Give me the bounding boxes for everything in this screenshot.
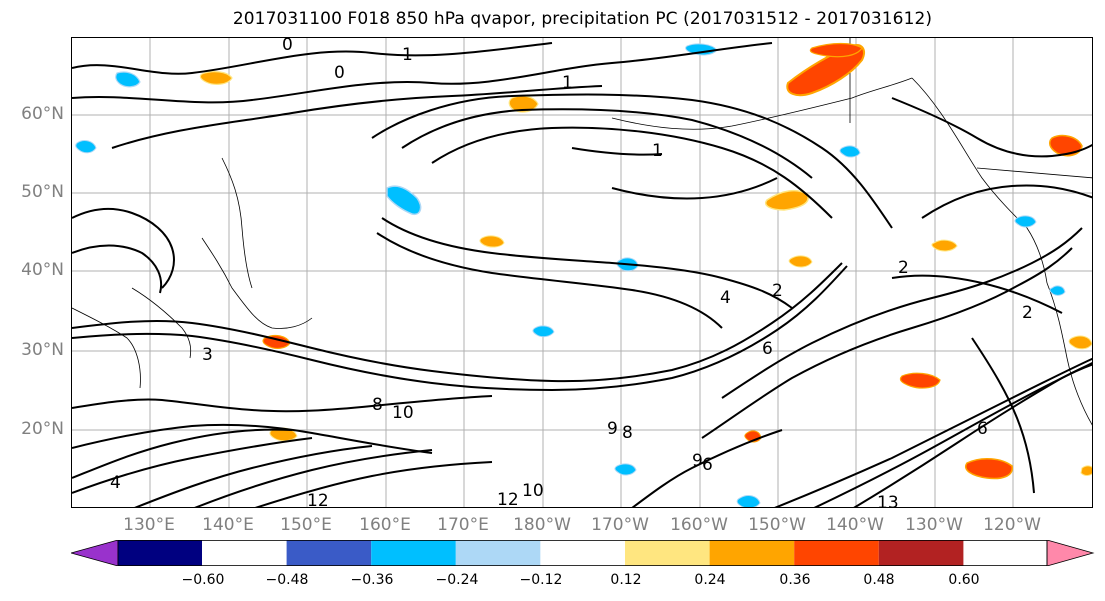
colorbar-extend-max — [1046, 540, 1095, 566]
precipitation-shading — [75, 42, 1092, 507]
lon-label-130e: 130°E — [123, 515, 175, 535]
contour-label: 12 — [307, 491, 329, 508]
lat-label-60n: 60°N — [21, 104, 64, 124]
contour-label: 6 — [762, 339, 773, 359]
contour-label: 8 — [372, 395, 383, 415]
contour-label: 9 — [692, 451, 703, 471]
contour-label: 10 — [522, 481, 544, 501]
lon-label-170w: 170°W — [591, 515, 649, 535]
colorbar-tick: −0.12 — [519, 572, 563, 588]
lon-label-130w: 130°W — [905, 515, 963, 535]
colorbar-segment — [286, 540, 372, 566]
contour-label: 1 — [652, 141, 663, 161]
colorbar-tick: 0.48 — [863, 572, 895, 588]
lon-label-140e: 140°E — [202, 515, 254, 535]
colorbar-segment — [540, 540, 625, 566]
contour-label: 0 — [282, 38, 293, 55]
colorbar-tick: 0.12 — [610, 572, 642, 588]
contour-label: 1 — [562, 73, 573, 93]
contour-label: 2 — [772, 281, 783, 301]
contour-label: 3 — [202, 345, 213, 365]
contour-label: 0 — [334, 63, 345, 83]
contour-label: 9 — [607, 419, 618, 439]
contour-label: 6 — [702, 455, 713, 475]
lon-label-140w: 140°W — [826, 515, 884, 535]
contour-label: 8 — [622, 423, 633, 443]
lon-label-180w: 180°W — [513, 515, 571, 535]
contour-label: 13 — [877, 493, 899, 508]
colorbar-segment — [625, 540, 710, 566]
contour-label: 6 — [977, 419, 988, 439]
lon-label-160w: 160°W — [670, 515, 728, 535]
colorbar-extend-min — [71, 540, 119, 566]
colorbar-outline — [117, 540, 1048, 566]
lon-label-170e: 170°E — [437, 515, 489, 535]
lat-label-40n: 40°N — [21, 260, 64, 280]
qvapor-contours — [72, 42, 1092, 507]
lon-label-120w: 120°W — [983, 515, 1041, 535]
contour-label: 1 — [402, 45, 413, 65]
lat-label-50n: 50°N — [21, 182, 64, 202]
colorbar-segment — [709, 540, 795, 566]
lon-label-160e: 160°E — [359, 515, 411, 535]
colorbar — [71, 540, 1095, 566]
map-title: 2017031100 F018 850 hPa qvapor, precipit… — [232, 9, 933, 29]
colorbar-segment — [794, 540, 879, 566]
lat-label-20n: 20°N — [21, 419, 64, 439]
lon-label-150e: 150°E — [280, 515, 332, 535]
lon-label-150w: 150°W — [748, 515, 806, 535]
contour-label: 2 — [1022, 303, 1033, 323]
colorbar-tick: −0.60 — [181, 572, 225, 588]
colorbar-tick: 0.36 — [779, 572, 811, 588]
coastlines — [72, 38, 1092, 426]
colorbar-tick: 0.60 — [948, 572, 980, 588]
contour-label: 10 — [392, 403, 414, 423]
colorbar-segment — [455, 540, 541, 566]
lat-label-30n: 30°N — [21, 340, 64, 360]
colorbar-tick: −0.36 — [350, 572, 394, 588]
map-panel: 1 0 1 0 1 2 4 2 3 6 6 8 10 9 8 12 10 6 12 13 9 4 2 — [71, 37, 1093, 508]
contour-label: 4 — [720, 288, 731, 308]
colorbar-segment — [878, 540, 964, 566]
contour-label: 4 — [110, 473, 121, 493]
colorbar-segment — [371, 540, 456, 566]
colorbar-tick: −0.24 — [435, 572, 479, 588]
contour-label: 12 — [497, 490, 519, 508]
colorbar-tick: −0.48 — [265, 572, 309, 588]
colorbar-segment — [118, 540, 202, 566]
contour-label: 2 — [898, 258, 909, 278]
colorbar-tick: 0.24 — [694, 572, 726, 588]
